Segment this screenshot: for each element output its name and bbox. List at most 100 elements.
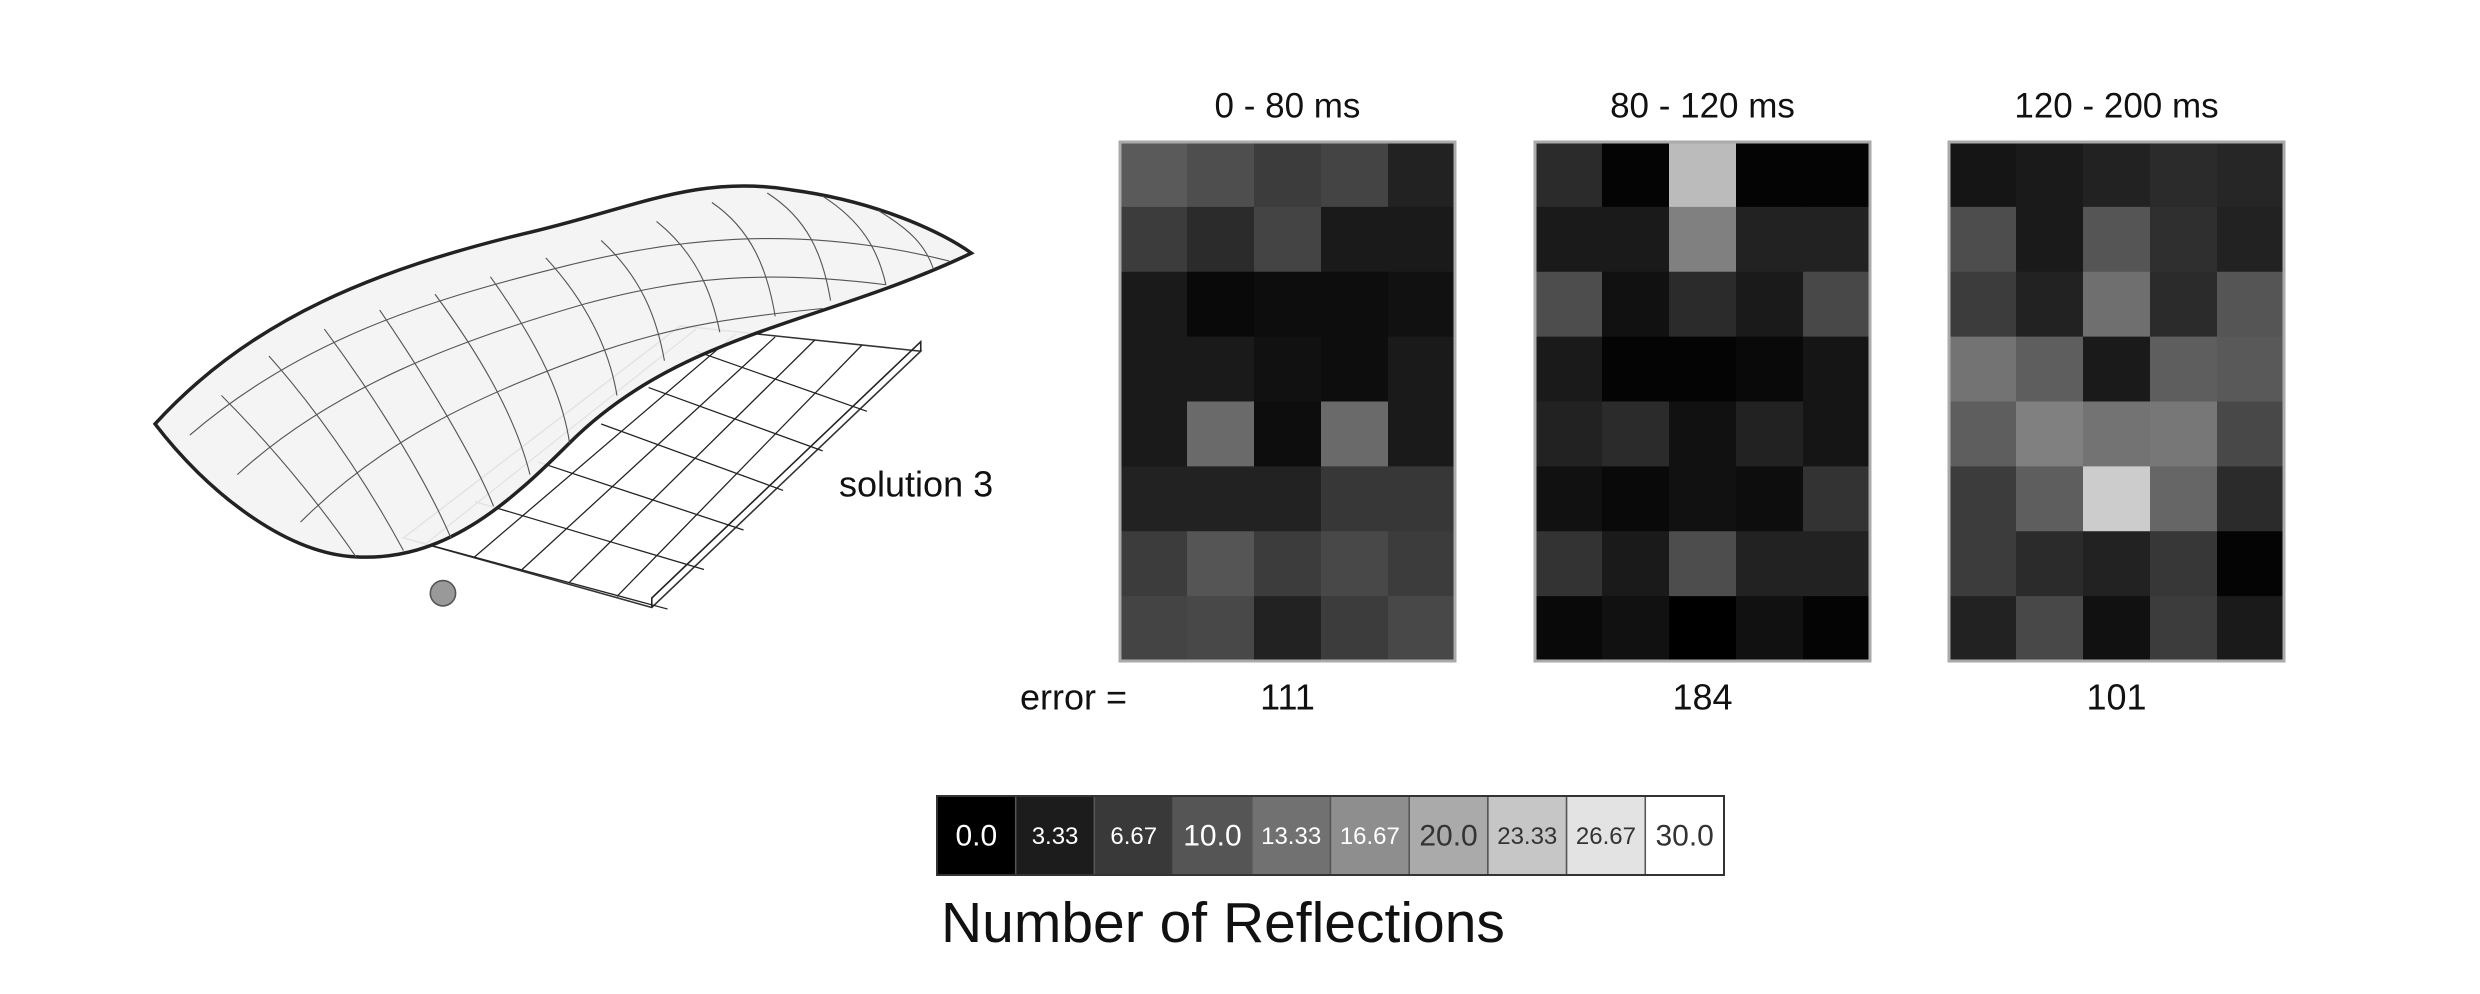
heatmap-cell xyxy=(2150,206,2218,273)
error-value: 101 xyxy=(2086,677,2146,718)
heatmap-cell xyxy=(1803,466,1871,532)
colorbar-swatch xyxy=(936,795,1017,876)
heatmap-cell xyxy=(1120,336,1188,402)
heatmap-cell xyxy=(2016,206,2084,273)
heatmap-cell xyxy=(1803,336,1871,402)
colorbar-label: 23.33 xyxy=(1497,823,1557,850)
heatmap-cell xyxy=(1949,401,2017,467)
heatmap-cell xyxy=(2150,401,2218,467)
heatmap-cell xyxy=(2150,336,2218,402)
heatmap-cell xyxy=(1736,466,1804,532)
heatmap-cell xyxy=(1254,271,1322,338)
heatmap-cell xyxy=(2217,596,2285,662)
heatmap-cell xyxy=(1535,336,1603,402)
heatmap-cell xyxy=(2150,271,2218,338)
heatmap-cell xyxy=(2016,466,2084,532)
heatmap-cell xyxy=(1949,466,2017,532)
heatmap-cell xyxy=(1321,271,1389,338)
error-value: 184 xyxy=(1672,677,1732,718)
heatmap-cell xyxy=(1803,206,1871,273)
heatmap-cell xyxy=(2217,271,2285,338)
heatmap-cell xyxy=(1388,401,1456,467)
heatmap-cell xyxy=(2083,531,2151,597)
heatmap-cell xyxy=(1120,142,1188,208)
heatmap-cell xyxy=(1187,206,1255,273)
heatmap-cell xyxy=(1602,206,1670,273)
heatmap-cell xyxy=(1187,531,1255,597)
heatmap-cell xyxy=(1949,271,2017,338)
colorbar-swatch xyxy=(1172,795,1253,876)
panel-title: 80 - 120 ms xyxy=(1610,86,1795,125)
heatmap-cell xyxy=(1803,531,1871,597)
heatmap-cell xyxy=(1602,596,1670,662)
heatmap-cell xyxy=(2016,401,2084,467)
heatmap-cell xyxy=(2083,271,2151,338)
heatmap-cell xyxy=(1736,596,1804,662)
heatmap-cell xyxy=(2083,596,2151,662)
colorbar-title: Number of Reflections xyxy=(941,891,1505,955)
heatmap-cell xyxy=(1187,401,1255,467)
colorbar-label: 0.0 xyxy=(955,819,997,852)
heatmap-cell xyxy=(1388,142,1456,208)
heatmap-cell xyxy=(1254,466,1322,532)
heatmap-cell xyxy=(1669,531,1737,597)
heatmap-cell xyxy=(1120,271,1188,338)
panel-title: 0 - 80 ms xyxy=(1215,86,1361,125)
heatmap-cell xyxy=(2083,466,2151,532)
heatmap-cell xyxy=(1736,206,1804,273)
heatmap-cell xyxy=(2150,531,2218,597)
heatmap-cell xyxy=(1669,401,1737,467)
heatmap-cell xyxy=(1602,401,1670,467)
heatmap-cell xyxy=(1254,206,1322,273)
heatmap-cell xyxy=(1187,466,1255,532)
heatmap-cell xyxy=(1120,206,1188,273)
heatmap-cell xyxy=(1321,466,1389,532)
heatmap-cell xyxy=(1321,336,1389,402)
solution-label: solution 3 xyxy=(839,464,993,505)
heatmap-cell xyxy=(2217,466,2285,532)
heatmap-cell xyxy=(1949,142,2017,208)
heatmap-cell xyxy=(1669,466,1737,532)
colorbar-label: 16.67 xyxy=(1340,823,1400,850)
surface-diagram xyxy=(152,184,975,610)
colorbar-swatch xyxy=(1565,795,1647,876)
colorbar-swatch xyxy=(1251,795,1332,876)
colorbar-frame xyxy=(936,795,1725,876)
colorbar-label: 3.33 xyxy=(1032,823,1079,850)
heatmap-cell xyxy=(1187,336,1255,402)
heatmap-cell xyxy=(1254,142,1322,208)
colorbar-label: 26.67 xyxy=(1576,823,1636,850)
heatmap-cell xyxy=(1669,336,1737,402)
heatmap-cell xyxy=(1187,271,1255,338)
heatmap-cell xyxy=(1187,596,1255,662)
heatmap-cell xyxy=(1254,401,1322,467)
heatmap-cell xyxy=(1535,531,1603,597)
heatmap-cell xyxy=(1535,206,1603,273)
panel-frame xyxy=(1118,140,1457,663)
heatmap-cell xyxy=(1669,596,1737,662)
heatmap-cell xyxy=(2217,206,2285,273)
panel-frame xyxy=(1947,140,2286,663)
heatmap-cell xyxy=(1254,596,1322,662)
heatmap-cell xyxy=(1187,142,1255,208)
heatmap-cell xyxy=(2217,401,2285,467)
heatmap-cell xyxy=(1803,401,1871,467)
heatmap-cell xyxy=(1736,401,1804,467)
heatmap-cell xyxy=(1736,336,1804,402)
heatmap-cell xyxy=(1602,531,1670,597)
heatmap-cell xyxy=(2016,142,2084,208)
heatmap-cell xyxy=(1803,596,1871,662)
heatmap-cell xyxy=(1736,142,1804,208)
heatmap-cell xyxy=(1803,271,1871,338)
heatmap-cell xyxy=(2217,531,2285,597)
heatmap-cell xyxy=(1120,401,1188,467)
heatmap-cell xyxy=(1120,466,1188,532)
heatmap-cell xyxy=(1669,271,1737,338)
heatmap-cell xyxy=(1321,531,1389,597)
panel-title: 120 - 200 ms xyxy=(2014,86,2218,125)
heatmap-cell xyxy=(2217,142,2285,208)
heatmap-cell xyxy=(1535,466,1603,532)
colorbar-label: 20.0 xyxy=(1419,819,1477,852)
heatmap-cell xyxy=(1120,596,1188,662)
